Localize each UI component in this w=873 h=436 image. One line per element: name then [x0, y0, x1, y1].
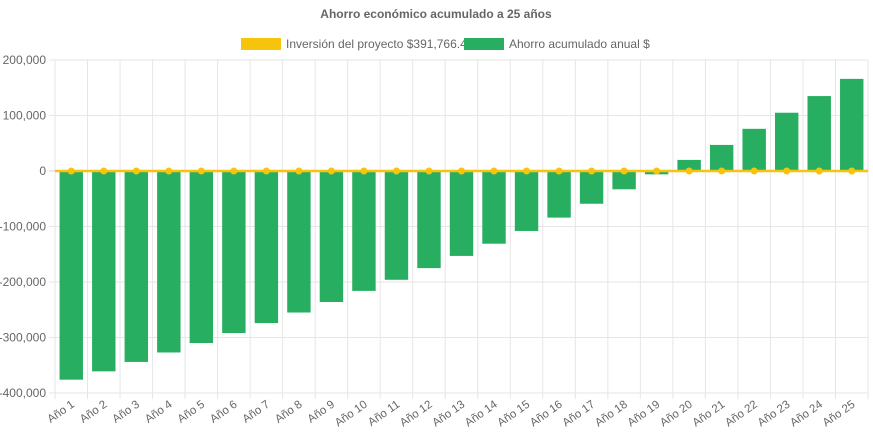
y-tick-label: -100,000 — [0, 220, 46, 234]
investment-point[interactable] — [132, 167, 140, 175]
bar-año-4[interactable] — [157, 171, 181, 353]
x-tick-label: Año 23 — [756, 399, 793, 430]
bar-año-18[interactable] — [612, 171, 636, 190]
investment-point[interactable] — [718, 167, 726, 175]
investment-point[interactable] — [392, 167, 400, 175]
legend-swatch-2[interactable] — [464, 38, 504, 50]
x-tick-label: Año 22 — [723, 399, 760, 430]
bar-año-9[interactable] — [319, 171, 344, 302]
x-tick-label: Año 4 — [143, 398, 175, 425]
x-tick-label: Año 25 — [821, 399, 858, 430]
bar-año-25[interactable] — [840, 78, 864, 171]
x-tick-label: Año 14 — [463, 398, 500, 429]
grid-lines — [49, 59, 869, 399]
investment-point[interactable] — [490, 167, 498, 175]
bar-año-7[interactable] — [254, 171, 279, 324]
chart-legend: Inversión del proyecto $391,766.46 Ahorro… — [241, 37, 650, 51]
x-tick-label: Año 7 — [241, 399, 273, 426]
x-tick-label: Año 13 — [430, 399, 467, 430]
x-tick-label: Año 16 — [528, 399, 565, 430]
bar-año-22[interactable] — [742, 128, 766, 171]
y-tick-label: 200,000 — [3, 53, 47, 67]
investment-point[interactable] — [360, 167, 368, 175]
investment-point[interactable] — [230, 167, 238, 175]
bar-año-15[interactable] — [514, 171, 539, 231]
bar-año-23[interactable] — [774, 112, 799, 171]
bar-año-14[interactable] — [482, 171, 506, 244]
bar-año-17[interactable] — [579, 171, 604, 204]
legend-label-1[interactable]: Inversión del proyecto $391,766.46 — [286, 37, 474, 51]
x-tick-label: Año 19 — [626, 399, 663, 430]
y-tick-label: -400,000 — [0, 386, 46, 400]
y-tick-label: 100,000 — [3, 109, 47, 123]
investment-point[interactable] — [685, 167, 693, 175]
bar-año-20[interactable] — [677, 159, 701, 171]
x-tick-label: Año 12 — [398, 399, 435, 430]
investment-point[interactable] — [620, 167, 628, 175]
investment-point[interactable] — [100, 167, 108, 175]
x-tick-label: Año 10 — [333, 399, 370, 430]
y-tick-label: -300,000 — [0, 331, 46, 345]
investment-point[interactable] — [815, 167, 823, 175]
bar-año-6[interactable] — [222, 171, 246, 334]
investment-point[interactable] — [295, 167, 303, 175]
investment-point[interactable] — [262, 167, 270, 175]
investment-point[interactable] — [67, 167, 75, 175]
x-tick-label: Año 21 — [691, 399, 728, 430]
x-tick-label: Año 2 — [78, 399, 110, 426]
x-tick-label: Año 18 — [593, 399, 630, 430]
x-axis-ticks: Año 1 Año 2 Año 3 Año 4 Año 5 Año 6 Año 7 Año 8… — [45, 398, 857, 429]
bar-año-8[interactable] — [287, 171, 311, 313]
investment-point[interactable] — [588, 167, 596, 175]
bar-series — [59, 78, 864, 380]
x-tick-label: Año 24 — [788, 398, 825, 429]
investment-point[interactable] — [750, 167, 758, 175]
investment-point[interactable] — [425, 167, 433, 175]
bar-año-13[interactable] — [449, 171, 474, 256]
bar-año-12[interactable] — [417, 171, 441, 269]
bar-año-21[interactable] — [709, 144, 734, 171]
x-tick-label: Año 6 — [208, 399, 240, 426]
legend-label-2[interactable]: Ahorro acumulado anual $ — [509, 37, 650, 51]
line-series — [55, 167, 868, 175]
bar-año-24[interactable] — [807, 96, 831, 171]
x-tick-label: Año 5 — [176, 399, 208, 426]
bar-año-11[interactable] — [384, 171, 409, 280]
bar-año-10[interactable] — [352, 171, 376, 291]
investment-point[interactable] — [653, 167, 661, 175]
bar-año-2[interactable] — [92, 171, 116, 372]
x-tick-label: Año 11 — [366, 399, 402, 429]
x-tick-label: Año 3 — [111, 399, 143, 426]
x-tick-label: Año 9 — [306, 399, 338, 426]
investment-point[interactable] — [523, 167, 531, 175]
bar-año-16[interactable] — [547, 171, 571, 218]
chart-title: Ahorro económico acumulado a 25 años — [320, 7, 552, 21]
y-tick-label: 0 — [39, 164, 46, 178]
investment-point[interactable] — [555, 167, 563, 175]
investment-point[interactable] — [327, 167, 335, 175]
y-tick-label: -200,000 — [0, 275, 46, 289]
investment-point[interactable] — [197, 167, 205, 175]
bar-año-5[interactable] — [189, 171, 214, 344]
investment-point[interactable] — [165, 167, 173, 175]
x-tick-label: Año 1 — [45, 399, 77, 426]
bar-año-1[interactable] — [59, 171, 83, 380]
bar-año-3[interactable] — [124, 171, 149, 362]
investment-point[interactable] — [848, 167, 856, 175]
x-tick-label: Año 8 — [273, 399, 305, 426]
x-tick-label: Año 20 — [658, 399, 695, 430]
legend-swatch-1[interactable] — [241, 38, 281, 50]
x-tick-label: Año 15 — [496, 399, 533, 430]
investment-point[interactable] — [458, 167, 465, 175]
y-axis-ticks: 200,000 100,000 0 -100,000 -200,000 -300,000 -… — [0, 53, 46, 400]
investment-point[interactable] — [783, 167, 791, 175]
x-tick-label: Año 17 — [561, 399, 598, 430]
